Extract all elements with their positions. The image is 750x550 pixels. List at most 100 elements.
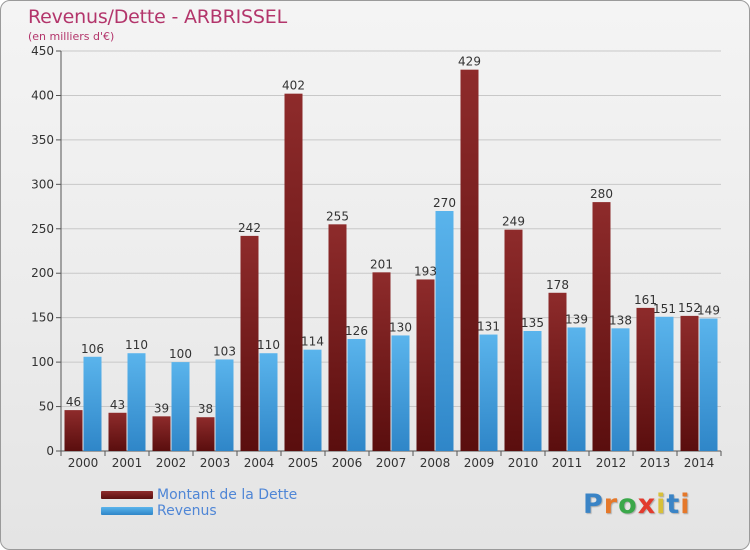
data-label-dette: 255 [326,209,349,223]
y-tick-label: 100 [31,355,54,369]
data-label-revenus: 110 [125,338,148,352]
y-tick-label: 250 [31,222,54,236]
x-tick-label: 2009 [464,456,495,470]
data-label-revenus: 100 [169,347,192,361]
data-label-dette: 429 [458,55,481,69]
legend-swatch-dette [101,491,153,499]
x-tick-label: 2008 [420,456,451,470]
data-label-revenus: 139 [565,312,588,326]
x-tick-label: 2001 [112,456,143,470]
legend-label-revenus: Revenus [157,503,217,519]
y-tick-label: 200 [31,266,54,280]
x-tick-label: 2010 [508,456,539,470]
y-tick-label: 300 [31,177,54,191]
y-tick-label: 350 [31,133,54,147]
x-tick-label: 2014 [684,456,715,470]
grid-layer [61,50,721,452]
data-label-dette: 193 [414,264,437,278]
data-label-revenus: 135 [521,316,544,330]
chart-subtitle: (en milliers d'€) [28,30,115,43]
legend-label-dette: Montant de la Dette [157,487,298,503]
data-label-revenus: 103 [213,344,236,358]
bar-dette [64,410,83,451]
logo-letter: o [618,489,638,520]
logo-letter: P [583,489,604,520]
bar-dette [152,416,171,451]
data-label-revenus: 131 [477,320,500,334]
bar-dette [372,272,391,451]
axis-layer: 0 50 100 150 200 250 300 350 400 450 2000 2001 2002 2… [31,44,722,470]
bar-revenus [303,349,322,451]
bar-dette [548,292,567,451]
logo-letter: i [680,489,691,520]
logo-letter: i [656,489,667,520]
data-label-dette: 249 [502,215,525,229]
x-tick-label: 2004 [244,456,275,470]
x-tick-label: 2000 [68,456,99,470]
data-label-dette: 38 [198,402,213,416]
legend-item-revenus: Revenus [101,503,297,519]
bar-dette [196,417,215,451]
bar-revenus [655,316,674,451]
x-tick-label: 2006 [332,456,363,470]
y-tick-label: 400 [31,88,54,102]
data-label-revenus: 151 [653,302,676,316]
chart-title: Revenus/Dette - ARBRISSEL [28,6,287,28]
bar-dette [108,412,127,451]
bar-revenus [259,353,278,451]
data-label-revenus: 114 [301,335,324,349]
y-tick-label: 450 [31,44,54,58]
data-label-revenus: 110 [257,338,280,352]
data-label-revenus: 130 [389,320,412,334]
data-label-dette: 39 [154,401,169,415]
data-label-dette: 280 [590,187,613,201]
bar-dette [284,93,303,452]
data-label-dette: 402 [282,79,305,93]
bar-dette [592,202,611,451]
data-label-dette: 152 [678,301,701,315]
data-label-revenus: 106 [81,342,104,356]
x-tick-label: 2012 [596,456,627,470]
x-tick-label: 2013 [640,456,671,470]
bar-revenus [171,362,190,451]
bar-revenus [611,328,630,451]
bar-revenus [699,318,718,451]
data-label-dette: 161 [634,293,657,307]
data-label-dette: 242 [238,221,261,235]
bar-dette [636,307,655,451]
x-tick-label: 2002 [156,456,187,470]
x-tick-label: 2007 [376,456,407,470]
label-layer: 46 106 43 110 39 100 38 103 242 110 402 114 255 126 20… [66,55,720,417]
bar-revenus [523,331,542,451]
data-label-dette: 178 [546,278,569,292]
bar-revenus [567,327,586,451]
bar-layer [64,69,718,452]
legend-item-dette: Montant de la Dette [101,487,297,503]
bar-dette [240,235,259,451]
bar-dette [460,69,479,452]
bar-revenus [435,211,454,451]
data-label-revenus: 270 [433,196,456,210]
bar-dette [416,279,435,451]
bar-dette [680,315,699,451]
legend-swatch-revenus [101,507,153,515]
bar-revenus [347,339,366,451]
data-label-revenus: 138 [609,313,632,327]
data-label-dette: 43 [110,398,125,412]
bar-dette [328,224,347,451]
logo-letter: t [666,489,681,520]
bar-dette [504,229,523,451]
data-label-revenus: 126 [345,324,368,338]
data-label-dette: 46 [66,395,81,409]
y-tick-label: 50 [39,400,54,414]
bar-revenus [479,334,498,451]
bar-revenus [391,335,410,451]
bar-revenus [127,353,146,451]
y-tick-label: 150 [31,311,54,325]
logo-letter: r [603,489,619,520]
proxiti-logo: Proxiti [583,489,691,520]
data-label-dette: 201 [370,257,393,271]
x-tick-label: 2005 [288,456,319,470]
